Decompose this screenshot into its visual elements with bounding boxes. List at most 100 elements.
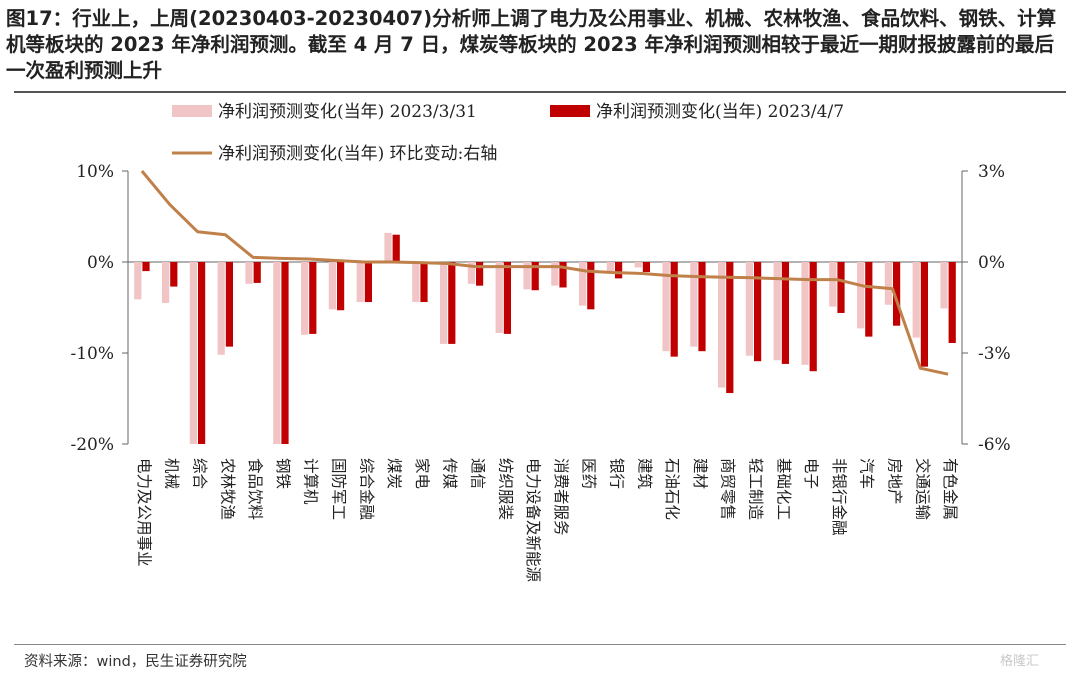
x-tick-label: 医药 (580, 458, 598, 489)
chart: 净利润预测变化(当年) 2023/3/31 净利润预测变化(当年) 2023/4/… (70, 102, 1011, 582)
x-tick-label: 建筑 (635, 458, 653, 490)
bar-2023-03-31 (690, 262, 698, 347)
x-tick-label: 商贸零售 (719, 458, 737, 520)
x-tick-label: 轻工制造 (747, 458, 765, 521)
bar-2023-04-07 (309, 262, 317, 334)
bar-2023-04-07 (476, 262, 484, 286)
bar-2023-03-31 (884, 262, 892, 305)
bar-2023-04-07 (754, 262, 762, 362)
x-tick-label: 综合金融 (357, 458, 375, 520)
bar-2023-03-31 (551, 262, 559, 286)
x-tick-label: 家电 (413, 458, 431, 489)
left-tick-label: -20% (70, 435, 114, 455)
bar-2023-03-31 (801, 262, 809, 365)
bar-2023-04-07 (253, 262, 261, 283)
bar-2023-04-07 (781, 262, 789, 364)
bar-2023-03-31 (523, 262, 531, 290)
bar-2023-03-31 (634, 262, 642, 268)
x-tick-labels: 电力及公用事业 机械 综合 农林牧渔 食品饮料 钢铁 计算机 国防军工 综合金融 煤炭 家电 传媒 通信… (135, 458, 959, 582)
bars (134, 232, 956, 444)
x-tick-label: 银行 (608, 458, 626, 489)
bar-2023-03-31 (134, 262, 142, 300)
bar-2023-03-31 (745, 262, 753, 356)
legend-label: 净利润预测变化(当年) 环比变动:右轴 (218, 144, 497, 164)
bar-2023-03-31 (412, 262, 420, 303)
bar-2023-04-07 (531, 262, 539, 291)
source-note: 资料来源：wind，民生证券研究院 (24, 654, 247, 670)
bar-2023-04-07 (448, 262, 456, 344)
bar-2023-04-07 (503, 262, 511, 334)
bar-2023-04-07 (948, 262, 956, 343)
top-divider (14, 91, 1066, 93)
bar-2023-04-07 (670, 262, 678, 357)
bar-2023-03-31 (245, 262, 253, 284)
legend-label: 净利润预测变化(当年) 2023/4/7 (596, 102, 844, 122)
bar-2023-04-07 (893, 262, 901, 326)
bar-2023-04-07 (170, 262, 178, 287)
legend-swatch (172, 105, 212, 117)
x-tick-label: 国防军工 (330, 458, 348, 520)
bar-2023-03-31 (273, 262, 281, 444)
x-tick-label: 食品饮料 (246, 458, 264, 520)
watermark: 格隆汇 (1000, 654, 1040, 669)
x-tick-label: 电力及公用事业 (135, 458, 153, 567)
bar-2023-04-07 (865, 262, 873, 337)
bar-2023-04-07 (920, 262, 928, 367)
bar-2023-03-31 (440, 262, 448, 344)
left-tick-label: 0% (87, 253, 114, 273)
bar-2023-04-07 (559, 262, 567, 288)
bar-2023-03-31 (384, 232, 392, 262)
x-tick-label: 计算机 (302, 458, 321, 505)
x-tick-label: 交通运输 (913, 458, 931, 521)
bar-2023-04-07 (281, 262, 289, 444)
right-tick-label: 0% (978, 253, 1005, 273)
bar-2023-03-31 (579, 262, 587, 306)
bar-2023-04-07 (364, 262, 372, 303)
bar-2023-03-31 (912, 262, 920, 338)
bar-2023-03-31 (356, 262, 364, 303)
bar-2023-03-31 (718, 262, 726, 388)
left-tick-label: -10% (70, 344, 114, 364)
bar-2023-04-07 (587, 262, 595, 310)
legend-swatch (550, 105, 590, 117)
bar-2023-04-07 (809, 262, 817, 372)
bar-2023-04-07 (837, 262, 845, 313)
x-tick-label: 非银行金融 (830, 458, 848, 536)
x-tick-label: 煤炭 (385, 458, 403, 489)
x-tick-label: 传媒 (441, 458, 459, 490)
bar-2023-04-07 (337, 262, 345, 311)
right-tick-label: -3% (978, 344, 1011, 364)
bar-2023-04-07 (698, 262, 706, 352)
right-tick-label: 3% (978, 162, 1005, 182)
bar-2023-04-07 (392, 234, 400, 262)
x-tick-label: 房地产 (886, 458, 904, 505)
x-tick-label: 农林牧渔 (218, 458, 236, 520)
right-tick-label: -6% (978, 435, 1011, 455)
bar-2023-03-31 (857, 262, 865, 329)
bar-2023-03-31 (162, 262, 170, 303)
bar-2023-03-31 (606, 262, 614, 272)
bar-2023-03-31 (773, 262, 781, 361)
bar-2023-03-31 (301, 262, 309, 335)
x-tick-label: 纺织服装 (496, 458, 514, 520)
bar-2023-04-07 (225, 262, 233, 347)
bottom-divider (14, 644, 1066, 645)
bar-2023-03-31 (495, 262, 503, 333)
x-tick-label: 电力设备及新能源 (524, 458, 542, 582)
left-tick-label: 10% (76, 162, 114, 182)
x-tick-label: 有色金属 (941, 458, 959, 520)
x-tick-label: 汽车 (858, 458, 876, 489)
x-tick-label: 机械 (163, 458, 181, 489)
bar-2023-03-31 (662, 262, 670, 352)
bar-2023-03-31 (829, 262, 837, 307)
bar-2023-03-31 (940, 262, 948, 309)
bar-2023-03-31 (328, 262, 336, 310)
x-tick-label: 建材 (691, 458, 709, 489)
figure-title: 图17：行业上，上周(20230403-20230407)分析师上调了电力及公用… (6, 7, 1057, 82)
bar-2023-04-07 (726, 262, 734, 394)
x-tick-label: 综合 (191, 458, 209, 490)
line-series (140, 170, 949, 376)
x-tick-label: 基础化工 (774, 458, 792, 520)
bar-2023-04-07 (420, 262, 428, 303)
x-tick-label: 电子 (802, 458, 820, 489)
